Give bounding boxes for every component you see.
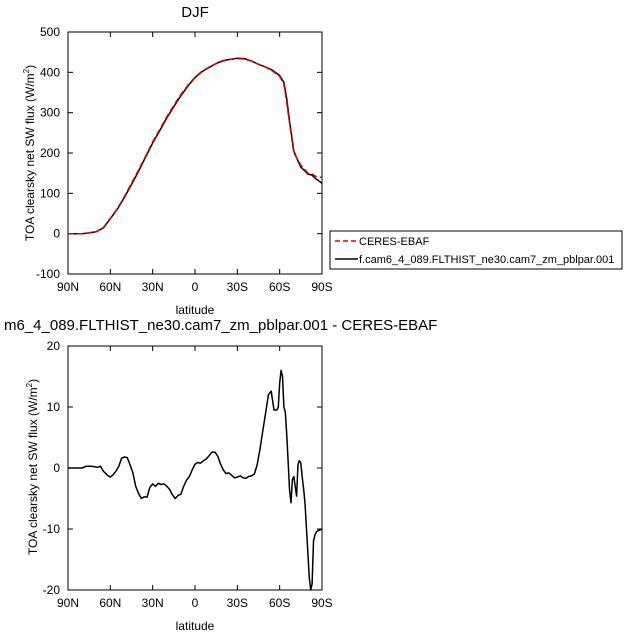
top-plot-frame <box>67 31 323 275</box>
bottom-x-axis-label: latitude <box>176 619 215 633</box>
bottom-x-tick-label: 0 <box>192 596 199 610</box>
top-x-tick-label: 30N <box>142 280 164 294</box>
bottom-x-tick-label: 90S <box>311 596 332 610</box>
bottom-y-tick-label: -10 <box>43 522 61 536</box>
top-chart-title: DJF <box>181 4 209 21</box>
superscript-2: 2 <box>22 68 31 73</box>
legend-label-ceres: CERES-EBAF <box>359 236 430 248</box>
bottom-series-line-0 <box>68 369 323 591</box>
top-y-tick-label: 400 <box>40 65 60 79</box>
top-chart: DJF TOA clearsky net SW flux (W/m2) lati… <box>22 4 333 317</box>
bottom-x-tick-label: 30N <box>142 596 164 610</box>
top-y-tick-label: 0 <box>53 227 60 241</box>
legend-box <box>329 230 623 270</box>
top-x-tick-label: 90S <box>311 280 332 294</box>
bottom-series <box>68 369 323 591</box>
top-y-tick-label: 100 <box>40 186 60 200</box>
legend: CERES-EBAF f.cam6_4_089.FLTHIST_ne30.cam… <box>329 230 623 270</box>
top-x-axis-label: latitude <box>176 303 215 317</box>
top-y-axis-label: TOA clearsky net SW flux (W/m2) <box>22 65 37 241</box>
bottom-x-tick-label: 30S <box>227 596 248 610</box>
legend-label-model: f.cam6_4_089.FLTHIST_ne30.cam7_zm_pblpar… <box>359 254 614 266</box>
top-x-tick-label: 30S <box>227 280 248 294</box>
top-x-tick-label: 0 <box>192 280 199 294</box>
bottom-y-tick-label: -20 <box>43 583 61 597</box>
top-series <box>68 57 323 235</box>
top-y-tick-label: 500 <box>40 25 60 39</box>
bottom-x-tick-label: 60N <box>99 596 121 610</box>
bottom-x-tick-label: 60S <box>269 596 290 610</box>
bottom-x-tick-label: 90N <box>57 596 79 610</box>
bottom-y-tick-label: 20 <box>47 339 61 353</box>
top-y-tick-label: 200 <box>40 146 60 160</box>
bottom-y-axis-label: TOA clearsky net SW flux (W/m2) <box>25 379 40 555</box>
top-y-tick-label: 300 <box>40 106 60 120</box>
bottom-ticks: 90N 60N 30N 0 30S 60S 90S -20 -10 0 10 20 <box>43 339 333 610</box>
bottom-chart-title: m6_4_089.FLTHIST_ne30.cam7_zm_pblpar.001… <box>4 317 437 334</box>
top-ticks: 90N 60N 30N 0 30S 60S 90S -100 0 100 200 300 400 500 <box>36 25 333 294</box>
top-x-tick-label: 90N <box>57 280 79 294</box>
top-x-tick-label: 60S <box>269 280 290 294</box>
bottom-y-tick-label: 0 <box>53 461 60 475</box>
top-series-line-0 <box>68 57 322 235</box>
superscript-2: 2 <box>25 382 34 387</box>
bottom-plot-frame <box>67 345 323 591</box>
bottom-chart: m6_4_089.FLTHIST_ne30.cam7_zm_pblpar.001… <box>4 317 437 633</box>
top-y-tick-label: -100 <box>36 267 60 281</box>
bottom-y-tick-label: 10 <box>47 400 61 414</box>
top-x-tick-label: 60N <box>99 280 121 294</box>
